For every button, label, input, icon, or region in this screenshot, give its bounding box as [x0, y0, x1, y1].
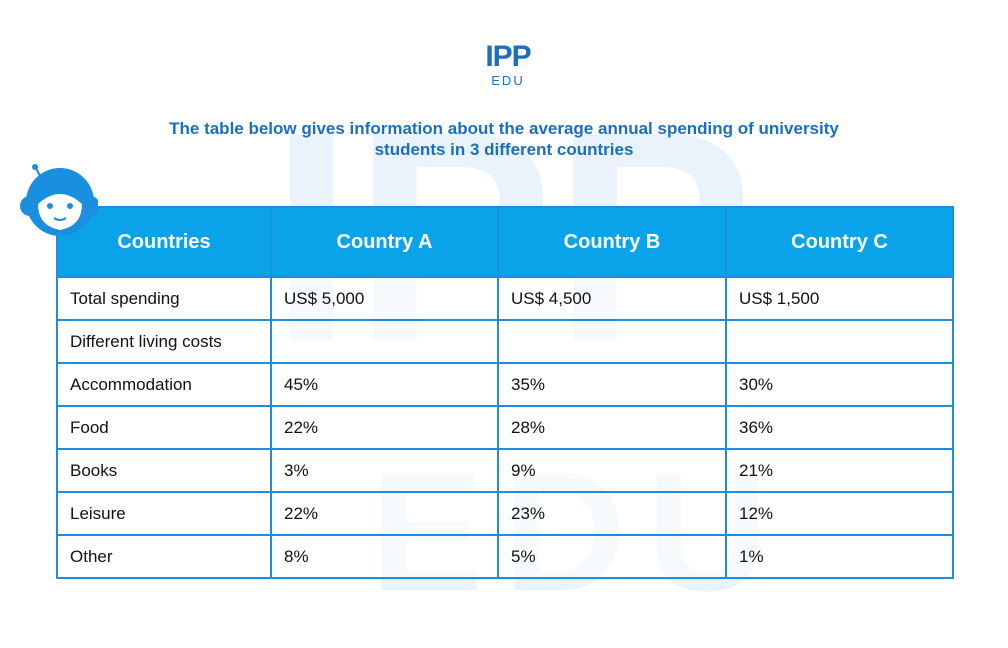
monkey-mascot-icon: [20, 164, 98, 236]
table-header-row: Countries Country A Country B Country C: [56, 206, 954, 278]
table-row: Total spending US$ 5,000 US$ 4,500 US$ 1…: [56, 276, 954, 321]
header-countries: Countries: [56, 206, 272, 278]
header-country-c: Country C: [725, 206, 954, 278]
table-row: Leisure 22% 23% 12%: [56, 491, 954, 536]
cell-country-c: 30%: [725, 362, 954, 407]
cell-country-a: 22%: [270, 405, 499, 450]
row-label: Total spending: [56, 276, 272, 321]
cell-country-b: 9%: [497, 448, 727, 493]
page-title: The table below gives information about …: [60, 118, 948, 160]
table-row: Other 8% 5% 1%: [56, 534, 954, 579]
logo-main-text: IPP: [485, 40, 531, 73]
row-label: Leisure: [56, 491, 272, 536]
title-line-2: students in 3 different countries: [374, 140, 634, 159]
cell-country-b: 28%: [497, 405, 727, 450]
cell-country-b: 23%: [497, 491, 727, 536]
table-row: Accommodation 45% 35% 30%: [56, 362, 954, 407]
cell-country-c: 1%: [725, 534, 954, 579]
cell-country-b: 35%: [497, 362, 727, 407]
brand-logo: IPP EDU: [478, 42, 538, 98]
table-row: Different living costs: [56, 319, 954, 364]
cell-country-c: 21%: [725, 448, 954, 493]
header-country-a: Country A: [270, 206, 499, 278]
cell-country-a: [270, 319, 499, 364]
row-label: Books: [56, 448, 272, 493]
table-row: Books 3% 9% 21%: [56, 448, 954, 493]
table-row: Food 22% 28% 36%: [56, 405, 954, 450]
row-label: Accommodation: [56, 362, 272, 407]
cell-country-a: 8%: [270, 534, 499, 579]
cell-country-c: 12%: [725, 491, 954, 536]
cell-country-b: 5%: [497, 534, 727, 579]
cell-country-c: 36%: [725, 405, 954, 450]
cell-country-b: US$ 4,500: [497, 276, 727, 321]
cell-country-a: 22%: [270, 491, 499, 536]
cell-country-a: US$ 5,000: [270, 276, 499, 321]
logo-sub-text: EDU: [491, 73, 525, 88]
title-line-1: The table below gives information about …: [169, 119, 839, 138]
cell-country-a: 3%: [270, 448, 499, 493]
header-country-b: Country B: [497, 206, 727, 278]
cell-country-c: US$ 1,500: [725, 276, 954, 321]
cell-country-b: [497, 319, 727, 364]
cell-country-a: 45%: [270, 362, 499, 407]
row-label: Food: [56, 405, 272, 450]
row-label: Different living costs: [56, 319, 272, 364]
cell-country-c: [725, 319, 954, 364]
row-label: Other: [56, 534, 272, 579]
spending-table: Countries Country A Country B Country C …: [56, 206, 954, 579]
spending-table-container: Countries Country A Country B Country C …: [56, 206, 954, 579]
